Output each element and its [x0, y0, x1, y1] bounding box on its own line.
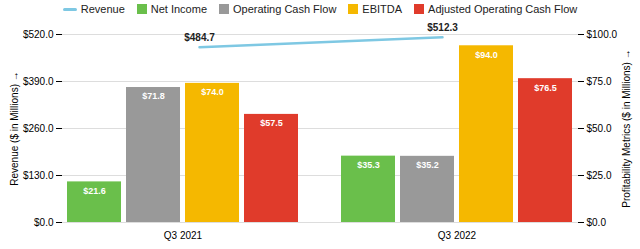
- svg-text:$35.3: $35.3: [357, 160, 380, 170]
- svg-text:$50.0: $50.0: [587, 123, 612, 134]
- svg-text:$94.0: $94.0: [475, 50, 498, 60]
- svg-text:$520.0: $520.0: [23, 29, 54, 40]
- svg-text:$21.6: $21.6: [83, 186, 106, 196]
- html-text:Adjusted Operating Cash Flow: Adjusted Operating Cash Flow: [428, 3, 578, 15]
- svg-text:$0.0: $0.0: [34, 217, 54, 228]
- svg-text:$35.2: $35.2: [416, 160, 439, 170]
- svg-text:$484.7: $484.7: [184, 32, 215, 43]
- svg-text:$0.0: $0.0: [587, 217, 607, 228]
- svg-text:$512.3: $512.3: [427, 22, 458, 33]
- svg-text:Revenue ($ in Millions) →: Revenue ($ in Millions) →: [9, 71, 20, 186]
- svg-text:$130.0: $130.0: [23, 170, 54, 181]
- svg-text:$75.0: $75.0: [587, 76, 612, 87]
- svg-text:Profitability Metrics ($ in Mi: Profitability Metrics ($ in Millions) →: [621, 49, 632, 207]
- svg-text:$260.0: $260.0: [23, 123, 54, 134]
- svg-text:$390.0: $390.0: [23, 76, 54, 87]
- html-text:Net Income: Net Income: [150, 3, 207, 15]
- svg-text:$25.0: $25.0: [587, 170, 612, 181]
- svg-text:Q3 2022: Q3 2022: [438, 230, 477, 241]
- svg-text:$74.0: $74.0: [201, 87, 224, 97]
- svg-text:$57.5: $57.5: [260, 118, 283, 128]
- html-text:Operating Cash Flow: Operating Cash Flow: [233, 3, 337, 15]
- svg-text:$100.0: $100.0: [587, 29, 618, 40]
- svg-text:$76.5: $76.5: [534, 83, 557, 93]
- svg-text:Q3 2021: Q3 2021: [164, 230, 203, 241]
- svg-text:$71.8: $71.8: [142, 91, 165, 101]
- html-text:EBITDA: EBITDA: [362, 3, 403, 15]
- html-text:Revenue: Revenue: [80, 3, 125, 15]
